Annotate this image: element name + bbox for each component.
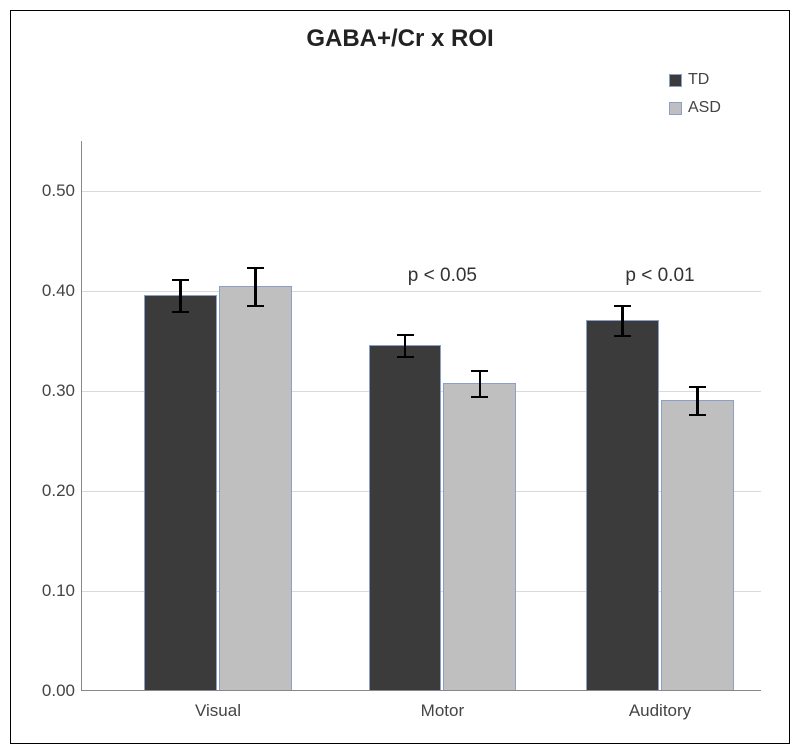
- p-value-annotation: p < 0.01: [625, 265, 694, 287]
- error-bar: [479, 371, 481, 397]
- error-cap: [172, 311, 189, 313]
- y-tick-label: 0.00: [27, 681, 75, 701]
- error-bar: [621, 306, 623, 336]
- bar-td-auditory: [586, 320, 659, 690]
- gridline: [82, 291, 761, 292]
- error-bar: [404, 335, 406, 357]
- error-cap: [689, 414, 706, 416]
- gridline: [82, 191, 761, 192]
- error-cap: [397, 356, 414, 358]
- x-tick-label: Motor: [362, 701, 522, 721]
- error-bar: [179, 280, 181, 312]
- legend-label: ASD: [688, 99, 721, 117]
- x-tick-label: Auditory: [580, 701, 740, 721]
- legend-swatch: [669, 74, 682, 87]
- y-tick-label: 0.40: [27, 281, 75, 301]
- plot-area: 0.000.100.200.300.400.50VisualMotorAudit…: [81, 141, 761, 691]
- error-cap: [471, 370, 488, 372]
- error-cap: [172, 279, 189, 281]
- legend-item-td: TD: [669, 71, 721, 89]
- error-cap: [247, 267, 264, 269]
- error-cap: [614, 305, 631, 307]
- outer-frame: GABA+/Cr x ROI 0.000.100.200.300.400.50V…: [10, 10, 790, 744]
- error-cap: [247, 305, 264, 307]
- error-cap: [397, 334, 414, 336]
- y-tick-label: 0.30: [27, 381, 75, 401]
- x-tick-label: Visual: [138, 701, 298, 721]
- y-tick-label: 0.10: [27, 581, 75, 601]
- bar-asd-visual: [219, 286, 292, 690]
- error-bar: [696, 387, 698, 415]
- error-cap: [471, 396, 488, 398]
- chart-title: GABA+/Cr x ROI: [11, 25, 789, 53]
- legend-swatch: [669, 102, 682, 115]
- error-bar: [254, 268, 256, 306]
- y-tick-label: 0.20: [27, 481, 75, 501]
- p-value-annotation: p < 0.05: [408, 265, 477, 287]
- legend-item-asd: ASD: [669, 99, 721, 117]
- bar-td-motor: [369, 345, 442, 690]
- bar-asd-auditory: [661, 400, 734, 690]
- bar-td-visual: [144, 295, 217, 690]
- y-tick-label: 0.50: [27, 181, 75, 201]
- legend: TD ASD: [669, 71, 721, 127]
- error-cap: [614, 335, 631, 337]
- bar-asd-motor: [443, 383, 516, 690]
- error-cap: [689, 386, 706, 388]
- legend-label: TD: [688, 71, 709, 89]
